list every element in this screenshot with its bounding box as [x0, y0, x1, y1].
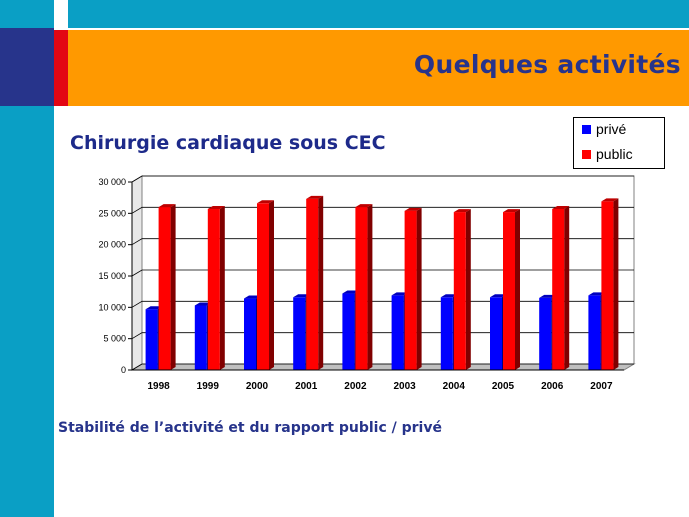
- bar-public-2003: [404, 210, 417, 370]
- bar-top-privé-1998: [145, 306, 163, 310]
- bar-privé-2004: [440, 297, 453, 370]
- bar-privé-2006: [539, 297, 552, 370]
- bar-top-privé-2007: [588, 292, 606, 296]
- bar-top-privé-1999: [194, 302, 212, 306]
- bar-privé-2001: [293, 297, 306, 370]
- bar-privé-1998: [145, 309, 158, 370]
- legend-label-public: public: [596, 146, 633, 162]
- x-tick-label: 2005: [492, 381, 515, 392]
- bar-privé-2000: [244, 298, 256, 370]
- bar-public-2007: [601, 201, 614, 370]
- y-tick-label: 10 000: [98, 302, 126, 312]
- y-tick-label: 25 000: [98, 208, 126, 218]
- bar-public-2001: [306, 198, 319, 370]
- x-tick-label: 2004: [443, 381, 466, 392]
- header-band-left: [0, 0, 54, 28]
- x-tick-label: 2000: [246, 381, 269, 392]
- y-tick-label: 20 000: [98, 240, 126, 250]
- bar-public-2004: [453, 212, 466, 370]
- legend-item-public: public: [582, 146, 633, 162]
- legend-swatch-public: [582, 150, 591, 159]
- bar-top-privé-2004: [440, 294, 458, 298]
- bar-top-public-1998: [158, 204, 176, 208]
- bar-public-2005: [503, 212, 515, 370]
- x-tick-label: 2003: [393, 381, 416, 392]
- gridline: [131, 175, 634, 183]
- bar-top-public-2002: [355, 204, 373, 208]
- banner-divider: [54, 28, 689, 30]
- bar-side-public-2007: [613, 198, 619, 370]
- y-tick-label: 30 000: [98, 177, 126, 187]
- bar-top-privé-2005: [490, 294, 507, 298]
- gridline: [131, 206, 634, 214]
- bar-top-public-2004: [453, 209, 471, 213]
- legend-label-prive: privé: [596, 121, 627, 137]
- bar-top-privé-2000: [244, 295, 261, 299]
- x-tick-label: 1998: [147, 381, 170, 392]
- bar-side-public-2005: [515, 209, 520, 370]
- bar-top-privé-2003: [391, 292, 409, 296]
- bar-privé-2007: [588, 295, 601, 370]
- slide-title: Quelques activités: [413, 50, 681, 79]
- bar-top-public-2003: [404, 207, 422, 211]
- bar-side-public-2003: [416, 207, 422, 370]
- bar-top-privé-2001: [293, 294, 311, 298]
- bar-privé-1999: [194, 305, 207, 370]
- header-gap: [54, 0, 68, 28]
- bar-public-2000: [257, 203, 269, 370]
- bar-public-1998: [158, 207, 171, 370]
- bar-top-public-1999: [207, 205, 225, 209]
- bar-side-public-2000: [269, 200, 274, 370]
- header-band-top: [68, 0, 689, 28]
- legend-item-prive: privé: [582, 121, 627, 137]
- y-tick-label: 15 000: [98, 271, 126, 281]
- x-tick-label: 2007: [590, 381, 613, 392]
- bar-top-public-2006: [552, 205, 570, 209]
- bar-public-2002: [355, 207, 368, 370]
- chart-title: Chirurgie cardiaque sous CEC: [70, 132, 386, 154]
- red-accent-strip: [54, 28, 68, 106]
- bar-privé-2003: [391, 295, 404, 370]
- bar-side-public-1998: [170, 204, 176, 370]
- bar-privé-2005: [490, 297, 502, 370]
- bar-side-public-2004: [465, 209, 471, 370]
- x-tick-label: 2006: [541, 381, 564, 392]
- bar-top-privé-2006: [539, 294, 557, 298]
- bar-top-public-2007: [601, 198, 619, 202]
- left-teal-band: [0, 106, 54, 517]
- legend-swatch-prive: [582, 125, 591, 134]
- bar-public-1999: [207, 208, 220, 370]
- left-navy-block: [0, 28, 54, 106]
- bar-side-public-2001: [318, 195, 324, 370]
- bar-privé-2002: [342, 293, 355, 370]
- bar-top-public-2001: [306, 195, 324, 199]
- x-tick-label: 2001: [295, 381, 318, 392]
- bar-top-public-2000: [257, 200, 274, 204]
- bar-side-public-2006: [564, 205, 570, 370]
- bar-top-privé-2002: [342, 290, 360, 294]
- bar-side-public-1999: [219, 205, 225, 370]
- y-tick-label: 0: [121, 365, 126, 375]
- x-tick-label: 2002: [344, 381, 367, 392]
- slide-caption: Stabilité de l’activité et du rapport pu…: [58, 420, 442, 436]
- y-tick-label: 5 000: [103, 334, 126, 344]
- bar-top-public-2005: [503, 209, 520, 213]
- title-banner: [68, 28, 689, 106]
- chart-legend: privé public: [573, 117, 665, 169]
- bar-public-2006: [552, 208, 565, 370]
- bar-side-public-2002: [367, 204, 373, 370]
- x-tick-label: 1999: [197, 381, 220, 392]
